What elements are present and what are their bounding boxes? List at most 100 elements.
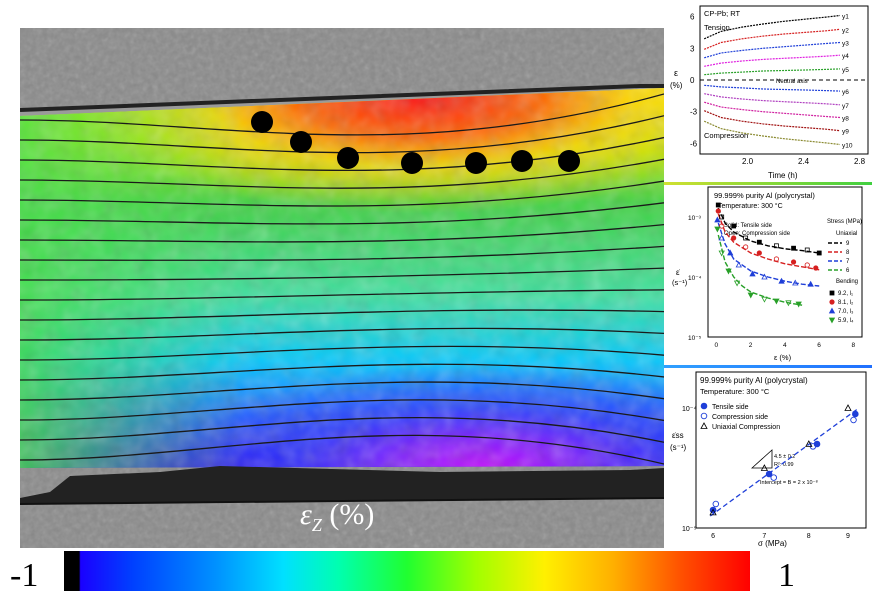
data-point (813, 265, 819, 271)
steady-state-chart-svg: 99.999% purity Al (polycrystal) Temperat… (670, 371, 867, 548)
strain-map (19, 28, 665, 548)
strain-rate-vs-strain-chart: 99.999% purity Al (polycrystal) Temperat… (668, 185, 872, 365)
series-label-y2: y2 (842, 27, 849, 34)
contour-line (19, 158, 665, 189)
data-point (714, 226, 721, 233)
legend-bending-item: 9.2, l₁ (838, 291, 853, 297)
series-label-y1: y1 (842, 14, 849, 21)
series-line-y10 (703, 120, 841, 146)
neutral-axis-label: Neutral axis (776, 79, 808, 85)
data-point (727, 249, 734, 256)
strain-map-svg (19, 28, 665, 548)
data-point (805, 440, 813, 447)
uniaxial-legend-title: Uniaxial (836, 231, 857, 237)
marker-dot (401, 152, 423, 174)
contour-line (19, 267, 665, 281)
data-point (700, 402, 708, 410)
x-tick-label: 7 (762, 533, 766, 540)
y-tick-label: -3 (690, 108, 698, 117)
y-axis-label: ε̇ (676, 268, 681, 277)
contour-line (19, 399, 665, 422)
y-axis-label: ε̇ss (672, 431, 684, 440)
data-point (756, 250, 762, 256)
data-point (749, 270, 756, 277)
colorbar-max-label: 1 (778, 557, 795, 594)
quantity-unit: (%) (329, 498, 375, 531)
series-label-y8: y8 (842, 116, 849, 123)
x-axis-label: σ (MPa) (758, 539, 787, 548)
stress-legend-title: Stress (MPa) (827, 219, 862, 225)
data-point (828, 307, 836, 314)
legend-item: Tensile side (712, 404, 749, 411)
y-tick-label: 6 (690, 13, 695, 22)
y-tick-label: 0 (690, 76, 695, 85)
data-point (731, 235, 737, 241)
contour-line (19, 434, 665, 465)
uniaxial-line-8 (717, 213, 820, 271)
colorbar-min-label: -1 (10, 557, 39, 594)
y-tick-label: 10⁻⁴ (682, 406, 697, 413)
legend-bending-item: 8.1, l₂ (838, 300, 854, 306)
contour-line (19, 345, 665, 361)
strain-time-chart-svg: Neutral axis CP-Pb; RT Tension Compressi… (670, 5, 869, 180)
x-tick-label: 2 (749, 342, 753, 349)
steady-state-rate-vs-stress-chart: 99.999% purity Al (polycrystal) Temperat… (668, 368, 872, 548)
strain-time-chart: Neutral axis CP-Pb; RT Tension Compressi… (668, 2, 872, 182)
data-point (795, 301, 802, 308)
contour-line (19, 93, 665, 136)
data-point (760, 464, 769, 471)
data-point (756, 239, 762, 245)
data-point (850, 416, 857, 424)
data-point (735, 261, 742, 268)
colorbar (64, 551, 750, 591)
data-point (715, 208, 721, 214)
data-point (829, 299, 835, 305)
data-point (725, 268, 732, 275)
data-point (712, 500, 720, 508)
contour-line (19, 115, 665, 154)
data-point (807, 280, 814, 287)
series-line-y1 (703, 14, 841, 40)
data-point (714, 216, 721, 223)
y-axis-label: ε (674, 68, 678, 78)
series-label-y9: y9 (842, 129, 849, 136)
marker-dot (511, 150, 533, 172)
intercept-label: Intercept = B = 2 x 10⁻⁸ (760, 479, 818, 486)
series-line-y5 (704, 68, 841, 76)
bending-legend-title: Bending (836, 279, 858, 285)
y-axis-unit: (s⁻¹) (672, 278, 688, 287)
data-point (792, 279, 799, 286)
y-tick-label: 10⁻³ (688, 215, 702, 222)
panel-b-subtitle: Temperature: 300 °C (718, 202, 783, 210)
data-point (731, 223, 737, 229)
data-point (719, 223, 725, 229)
fit-r2-label: R²: 0.99 (774, 462, 794, 468)
data-point (778, 277, 785, 284)
series-label-y3: y3 (842, 40, 849, 47)
strain-rate-chart-svg: 99.999% purity Al (polycrystal) Temperat… (672, 186, 863, 362)
contour-line (19, 289, 665, 301)
marker-dot (337, 147, 359, 169)
panel-c-subtitle: Temperature: 300 °C (700, 387, 770, 396)
data-point (844, 404, 852, 411)
panel-a-label: CP-Pb; RT (704, 9, 741, 18)
data-point (828, 317, 836, 324)
series-label-y6: y6 (842, 89, 849, 96)
data-point (718, 234, 725, 241)
data-point (743, 244, 749, 250)
contour-line (19, 363, 665, 381)
data-point (761, 273, 768, 280)
panel-c-title: 99.999% purity Al (polycrystal) (700, 376, 808, 385)
uniaxial-line-6 (717, 234, 803, 306)
y-tick-label: -6 (690, 139, 698, 148)
data-point (700, 412, 708, 420)
quantity-subscript: Z (311, 515, 322, 535)
solid-note: Solid: Tensile side (724, 223, 773, 229)
strain-quantity-label: εZ (%) (300, 498, 374, 536)
series-label-y10: y10 (842, 142, 853, 149)
x-tick-label: 6 (711, 533, 715, 540)
legend-uniaxial-9: 9 (846, 241, 850, 247)
legend-item: Uniaxial Compression (712, 424, 780, 431)
data-point (709, 508, 717, 516)
data-point (747, 292, 754, 299)
